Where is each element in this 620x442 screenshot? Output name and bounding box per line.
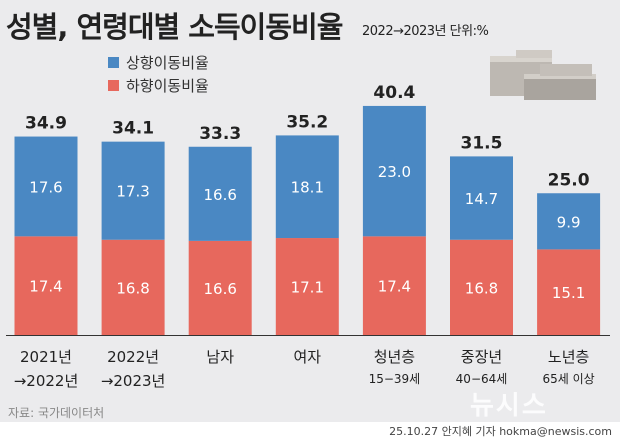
bar-down [275,238,339,335]
category-label: 청년층 [374,348,415,366]
total-label: 34.1 [112,119,154,139]
bar-up [275,135,339,239]
chart-title: 성별, 연령대별 소득이동비율 [6,10,343,44]
data-label-down: 17.4 [29,278,62,296]
total-label: 35.2 [286,112,328,132]
bar-down [14,236,78,335]
total-label: 34.9 [25,114,67,134]
category-sublabel: →2022년 [14,372,79,390]
data-label-down: 16.8 [116,279,149,297]
total-label: 40.4 [373,83,415,103]
category-label: 남자 [206,348,234,366]
category-sublabel: →2023년 [101,372,166,390]
bar-down [450,239,513,335]
data-label-up: 23.0 [378,163,411,181]
legend-swatch-down [108,80,119,91]
total-label: 33.3 [199,124,241,144]
legend-label-up: 상향이동비율 [126,54,209,72]
data-label-up: 17.6 [29,178,62,196]
bar-up [14,136,78,237]
category-label: 노년층 [548,348,589,366]
source-note: 자료: 국가데이터처 [8,406,105,420]
unit-note: 2022→2023년 단위:% [362,24,489,39]
watermark-logo: 뉴시스 [470,391,548,421]
bar-down [537,249,601,335]
data-label-down: 17.4 [378,278,411,296]
category-label: 여자 [293,348,321,366]
bar-up [188,146,252,241]
bar-up [362,105,426,237]
category-sublabel: 65세 이상 [542,372,594,386]
data-label-down: 16.6 [203,280,236,298]
data-label-up: 17.3 [116,183,149,201]
category-label: 2021년 [20,348,72,366]
legend-item-up: 상향이동비율 [108,52,209,73]
data-label-up: 9.9 [557,213,581,231]
category-label: 중장년 [461,348,502,366]
category-label: 2022년 [107,348,159,366]
data-label-down: 15.1 [552,284,585,302]
legend-swatch-up [108,57,119,68]
bar-up [537,193,601,250]
category-sublabel: 40−64세 [456,372,508,386]
legend-label-down: 하향이동비율 [126,77,209,95]
credit-line: 25.10.27 안지혜 기자 hokma@newsis.com [389,425,612,438]
data-label-up: 16.6 [203,186,236,204]
category-sublabel: 15−39세 [369,372,421,386]
data-label-down: 16.8 [465,279,498,297]
legend-item-down: 하향이동비율 [108,75,209,96]
bar-up [450,156,513,240]
money-stack-illustration [490,50,596,100]
total-label: 25.0 [548,170,590,190]
data-label-down: 17.1 [291,279,324,297]
bar-down [362,236,426,335]
bar-up [101,141,165,240]
bar-down [188,240,252,335]
total-label: 31.5 [461,133,503,153]
bar-down [101,239,165,335]
data-label-up: 14.7 [465,190,498,208]
data-label-up: 18.1 [291,179,324,197]
